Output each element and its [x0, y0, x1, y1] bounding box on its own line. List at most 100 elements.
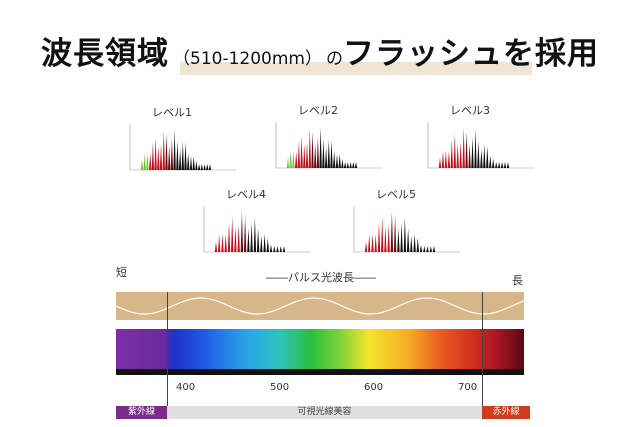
spectral-peak [295, 151, 298, 168]
spectral-peak [206, 164, 209, 170]
spectral-peak [497, 162, 501, 168]
pulse-wave-band [116, 292, 524, 320]
spectral-peak [303, 144, 306, 168]
spectral-peak [227, 222, 231, 252]
spectral-peak [330, 140, 333, 168]
ultraviolet-category: 紫外線 [116, 406, 167, 419]
spectral-peak [352, 162, 355, 168]
level-4-label: レベル4 [226, 188, 266, 201]
spectral-peak [192, 156, 195, 170]
spectral-peak [282, 246, 286, 252]
spectral-peak [176, 140, 179, 170]
spectral-peak [189, 156, 193, 170]
spectral-peak [354, 162, 358, 168]
spectral-peak [234, 226, 237, 252]
spectral-peak [397, 228, 400, 252]
spectral-peak [471, 137, 474, 168]
spectral-peak [324, 147, 328, 168]
short-label: 短 [116, 266, 127, 279]
spectral-peak [400, 223, 403, 252]
tick-600: 600 [364, 382, 384, 393]
spectral-peak [269, 244, 273, 252]
spectral-peak [381, 216, 384, 252]
spectral-peak [149, 153, 152, 170]
infrared-category: 赤外線 [482, 406, 530, 419]
spectral-peak [341, 159, 344, 168]
title-particle: の [325, 49, 343, 69]
spectral-peak [406, 228, 410, 252]
boundary-line-right [482, 292, 483, 406]
spectral-peak [333, 151, 336, 168]
level-3-spectrum-graph [427, 122, 534, 169]
spectral-peak [305, 142, 309, 168]
spectral-peak [423, 246, 426, 252]
spectral-peak [492, 158, 495, 168]
spectral-peak [413, 234, 416, 252]
spectral-peak [474, 129, 477, 168]
spectral-peak [480, 149, 483, 168]
page-title: 波長領域 （510-1200mm） のフラッシュを採用 [0, 28, 640, 73]
spectrum-baseline [116, 369, 524, 375]
tick-700: 700 [458, 382, 478, 393]
spectral-peak [343, 162, 347, 168]
spectral-peak [200, 164, 203, 170]
spectral-peak [486, 146, 489, 168]
spectral-peak [477, 140, 480, 168]
spectral-peak [214, 241, 218, 252]
spectral-peak [438, 157, 442, 168]
spectral-peak [224, 234, 227, 252]
title-main: 波長領域 [41, 36, 170, 72]
spectral-peak [432, 246, 436, 252]
spectral-peak [300, 135, 303, 168]
spectral-peak [410, 236, 413, 252]
spectral-peak [187, 153, 190, 170]
spectral-peak [338, 154, 341, 168]
spectral-peak [374, 234, 377, 252]
spectral-peak [327, 140, 330, 168]
spectral-peak [173, 129, 176, 170]
spectral-peak [170, 138, 174, 170]
spectral-peak [506, 162, 510, 168]
level-3-panel: レベル3 [410, 102, 540, 177]
spectral-peak [289, 151, 292, 168]
level-4-panel: レベル4 [186, 186, 316, 261]
spectral-peak [419, 244, 423, 252]
spectral-peak [450, 139, 453, 168]
tick-400: 400 [176, 382, 196, 393]
level-1-panel: レベル1 [112, 104, 242, 179]
spectral-peak [371, 234, 374, 252]
spectral-peak [260, 236, 263, 252]
spectral-peak [159, 144, 163, 170]
spectral-peak [253, 217, 257, 252]
level-5-spectrum-graph [353, 206, 460, 253]
spectral-peak [314, 143, 317, 168]
spectral-peak [286, 157, 290, 168]
spectral-peak [462, 127, 465, 168]
level-4-spectrum-graph [203, 206, 310, 253]
level-5-label: レベル5 [376, 188, 416, 201]
spectral-peak [335, 154, 339, 168]
spectral-peak [416, 238, 419, 252]
spectral-peak [240, 211, 244, 252]
spectral-peak [243, 215, 247, 252]
spectral-peak [483, 144, 486, 168]
spectral-peak [154, 137, 157, 170]
spectral-peak [162, 130, 165, 170]
spectral-peak [263, 234, 266, 252]
spectral-peak [311, 131, 314, 168]
spectral-peak [218, 234, 221, 252]
level-2-label: レベル2 [298, 104, 338, 117]
spectral-peak [197, 164, 201, 170]
spectral-peak [319, 127, 322, 168]
spectral-peak [231, 216, 234, 252]
level-1-spectrum-graph [129, 124, 236, 171]
spectral-peak [489, 155, 492, 168]
spectral-peak [195, 161, 198, 170]
spectral-peak [322, 138, 325, 168]
spectral-peak [157, 146, 160, 170]
spectral-peak [500, 162, 504, 168]
spectral-peak [203, 164, 206, 170]
spectral-peak [441, 150, 445, 168]
spectral-peak [349, 162, 352, 168]
